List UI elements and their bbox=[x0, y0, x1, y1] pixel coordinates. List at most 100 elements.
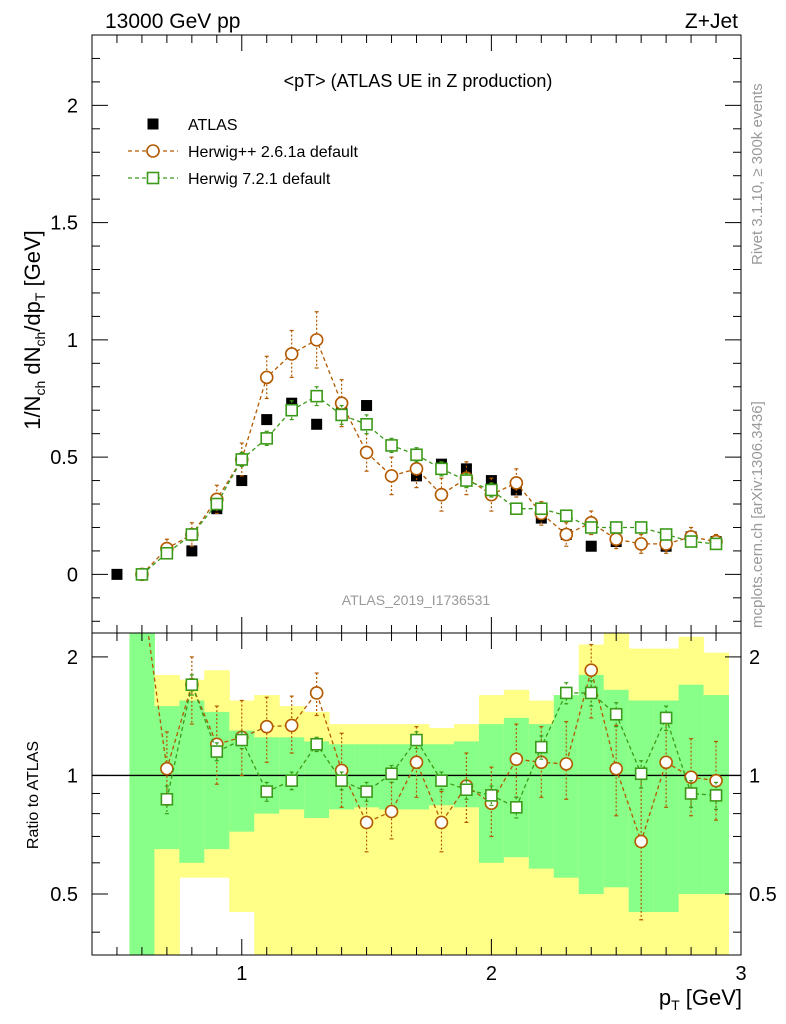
ratio-y-tick-label-right: 1 bbox=[749, 765, 760, 787]
ratio-line bbox=[166, 682, 717, 809]
ratio-point bbox=[485, 789, 498, 802]
ratio-point bbox=[634, 834, 648, 849]
ratio-line bbox=[147, 633, 717, 844]
legend-item-1: Herwig++ 2.6.1a default bbox=[128, 144, 358, 161]
data-point bbox=[460, 474, 473, 487]
ratio-point bbox=[285, 774, 298, 787]
x-axis-label: pT​ [GeV] bbox=[659, 985, 742, 1013]
ratio-point bbox=[659, 711, 673, 725]
ratio-point bbox=[309, 686, 324, 700]
data-point bbox=[460, 463, 472, 475]
data-point bbox=[359, 445, 374, 460]
ratio-point bbox=[284, 718, 299, 733]
ratio-point bbox=[410, 733, 423, 747]
data-point bbox=[361, 400, 373, 412]
legend-marker bbox=[146, 171, 160, 185]
ratio-plot-panel: 0.5 0.5 1 1 2 2 1 2 3 Ratio to ATLAS pT​ [GeV] bbox=[25, 632, 777, 1013]
series-line bbox=[141, 338, 717, 575]
y-axis-label-ratio: Ratio to ATLAS bbox=[25, 741, 42, 849]
uncertainty-band-green bbox=[129, 633, 155, 955]
data-point bbox=[510, 502, 523, 516]
data-point bbox=[409, 462, 424, 476]
ratio-point bbox=[634, 767, 648, 781]
y-axis-label-main: 1/Nch​ dNch​/dpT​ [GeV] bbox=[20, 230, 48, 430]
data-point bbox=[584, 521, 598, 534]
data-point bbox=[311, 418, 323, 430]
legend-marker bbox=[146, 144, 160, 158]
data-point bbox=[285, 403, 298, 417]
data-point bbox=[684, 535, 698, 548]
ratio-point bbox=[559, 757, 574, 771]
legend-item-2: Herwig 7.2.1 default bbox=[128, 171, 331, 188]
data-point bbox=[286, 397, 298, 409]
data-point bbox=[585, 540, 597, 552]
y-tick-label: 0.5 bbox=[50, 447, 78, 469]
ratio-point bbox=[310, 737, 323, 751]
data-point bbox=[261, 414, 273, 426]
series-line bbox=[141, 395, 717, 575]
data-point bbox=[111, 568, 123, 580]
ratio-series-1 bbox=[160, 674, 723, 819]
data-point bbox=[609, 521, 623, 534]
uncertainty-band-green bbox=[304, 741, 330, 818]
ratio-point bbox=[434, 815, 449, 830]
data-point bbox=[335, 408, 348, 422]
uncertainty-band-green bbox=[229, 730, 255, 832]
main-plot-panel: 0 0.5 1 1.5 2 <pT> (ATLAS UE in Z production… bbox=[20, 34, 742, 634]
ratio-point bbox=[435, 774, 448, 787]
legend-item-0: ATLAS bbox=[147, 117, 238, 134]
ratio-point bbox=[609, 707, 623, 721]
uncertainty-band-green bbox=[503, 717, 530, 858]
ratio-point bbox=[160, 792, 174, 806]
ratio-point bbox=[235, 733, 249, 747]
ratio-point bbox=[259, 719, 274, 734]
legend-marker bbox=[147, 118, 159, 130]
ratio-point bbox=[684, 770, 698, 784]
ratio-point bbox=[185, 678, 199, 691]
data-point bbox=[210, 497, 224, 511]
data-point bbox=[385, 439, 398, 452]
ratio-point bbox=[460, 783, 473, 797]
legend: ATLAS Herwig++ 2.6.1a default Herwig 7.2.1… bbox=[128, 117, 358, 188]
energy-label: 13000 GeV pp bbox=[105, 10, 240, 33]
ratio-point bbox=[584, 686, 598, 700]
data-point bbox=[284, 347, 299, 361]
ratio-y-tick-label: 1 bbox=[67, 765, 78, 787]
data-point bbox=[384, 469, 399, 483]
data-point bbox=[485, 475, 497, 487]
data-point bbox=[435, 462, 448, 476]
ratio-point bbox=[584, 663, 599, 678]
ratio-y-tick-label: 2 bbox=[67, 647, 78, 669]
x-tick-label: 2 bbox=[486, 963, 497, 985]
ratio-point bbox=[709, 773, 723, 788]
data-point bbox=[160, 546, 174, 560]
ratio-point bbox=[359, 815, 374, 830]
data-point bbox=[559, 509, 573, 523]
legend-label: ATLAS bbox=[188, 117, 238, 134]
series-1 bbox=[135, 311, 723, 582]
data-point bbox=[659, 528, 673, 541]
data-point bbox=[310, 389, 323, 403]
data-point bbox=[185, 528, 199, 541]
ratio-point bbox=[260, 785, 274, 798]
data-point bbox=[509, 476, 524, 490]
data-point bbox=[135, 568, 149, 581]
data-point bbox=[634, 537, 648, 551]
ratio-point bbox=[510, 801, 523, 814]
data-point bbox=[236, 475, 248, 487]
data-point bbox=[260, 432, 274, 445]
uncertainty-band-green bbox=[204, 711, 230, 850]
ratio-point bbox=[384, 804, 399, 819]
ratio-y-tick-label-right: 2 bbox=[749, 647, 760, 669]
process-label: Z+Jet bbox=[685, 10, 738, 33]
data-point bbox=[709, 537, 723, 551]
legend-label: Herwig 7.2.1 default bbox=[188, 171, 331, 188]
y-tick-label: 1.5 bbox=[50, 213, 78, 235]
series-0 bbox=[111, 397, 722, 580]
x-tick-label: 1 bbox=[236, 963, 247, 985]
ratio-point bbox=[360, 785, 373, 798]
ratio-point bbox=[709, 789, 723, 802]
ratio-point bbox=[534, 755, 549, 770]
ratio-point bbox=[609, 761, 623, 776]
